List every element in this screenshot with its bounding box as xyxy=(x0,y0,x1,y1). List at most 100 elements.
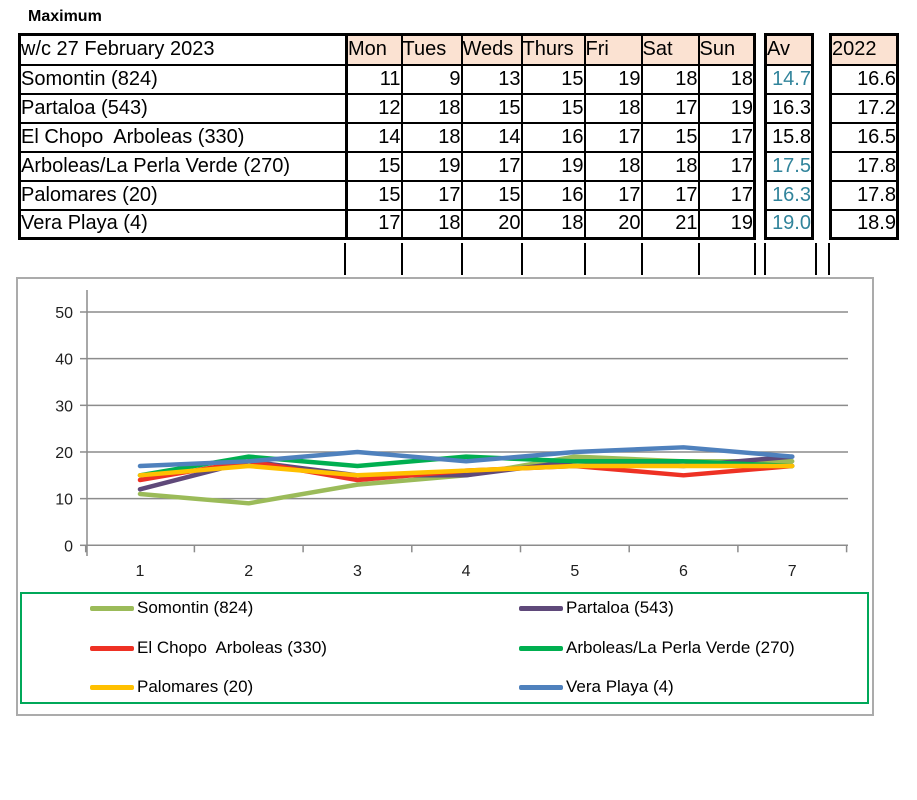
day-header-weds[interactable]: Weds xyxy=(460,33,523,66)
value-cell[interactable]: 18 xyxy=(640,63,700,95)
value-cell[interactable]: 13 xyxy=(460,63,523,95)
day-header-sun[interactable]: Sun xyxy=(697,33,756,66)
average-header[interactable]: Av xyxy=(764,33,814,66)
legend-line-swatch-arboleas-perla xyxy=(519,645,563,651)
day-header-fri[interactable]: Fri xyxy=(583,33,643,66)
value-cell[interactable]: 18 xyxy=(400,208,463,240)
year-2022-header[interactable]: 2022 xyxy=(829,33,899,66)
value-cell[interactable]: 14 xyxy=(460,121,523,153)
location-cell[interactable]: Partaloa (543) xyxy=(18,92,348,124)
value-cell[interactable]: 15 xyxy=(345,150,403,182)
value-cell[interactable]: 18 xyxy=(520,208,586,240)
value-cell[interactable]: 17 xyxy=(583,179,643,211)
value-cell[interactable]: 17 xyxy=(697,179,756,211)
chart-plot-area: 0 10 20 30 40 50 1 2 3 4 5 6 7 xyxy=(55,290,848,580)
chart-legend: Somontin (824) Partaloa (543) El Chopo Arb… xyxy=(20,592,869,704)
location-cell[interactable]: Arboleas/La Perla Verde (270) xyxy=(18,150,348,182)
y-tick-label: 40 xyxy=(55,352,73,369)
average-cell[interactable]: 16.3 xyxy=(764,92,814,124)
legend-label: Somontin (824) xyxy=(137,598,254,617)
value-cell[interactable]: 21 xyxy=(640,208,700,240)
legend-item-vera-playa: Vera Playa (4) xyxy=(519,675,674,699)
year-value-cell[interactable]: 16.6 xyxy=(829,63,899,95)
average-cell[interactable]: 14.7 xyxy=(764,63,814,95)
grid-stub xyxy=(754,243,756,275)
value-cell[interactable]: 18 xyxy=(583,92,643,124)
value-cell[interactable]: 9 xyxy=(400,63,463,95)
legend-label: El Chopo Arboleas (330) xyxy=(137,638,327,657)
grid-stub xyxy=(401,243,403,275)
value-cell[interactable]: 15 xyxy=(460,179,523,211)
value-cell[interactable]: 19 xyxy=(697,208,756,240)
y-tick-label: 50 xyxy=(55,305,73,322)
x-tick-label: 7 xyxy=(788,563,797,580)
value-cell[interactable]: 15 xyxy=(460,92,523,124)
value-cell[interactable]: 17 xyxy=(640,179,700,211)
day-header-thurs[interactable]: Thurs xyxy=(520,33,586,66)
legend-line-swatch-somontin xyxy=(90,605,134,611)
value-cell[interactable]: 15 xyxy=(640,121,700,153)
x-tick-label: 1 xyxy=(136,563,145,580)
grid-stub xyxy=(461,243,463,275)
value-cell[interactable]: 14 xyxy=(345,121,403,153)
location-cell[interactable]: El Chopo Arboleas (330) xyxy=(18,121,348,153)
location-cell[interactable]: Somontin (824) xyxy=(18,63,348,95)
value-cell[interactable]: 17 xyxy=(697,150,756,182)
value-cell[interactable]: 16 xyxy=(520,121,586,153)
series-line-arboleas-perla xyxy=(137,454,795,478)
day-header-tues[interactable]: Tues xyxy=(400,33,463,66)
legend-item-arboleas-perla: Arboleas/La Perla Verde (270) xyxy=(519,636,795,660)
value-cell[interactable]: 19 xyxy=(697,92,756,124)
average-cell[interactable]: 15.8 xyxy=(764,121,814,153)
value-cell[interactable]: 20 xyxy=(460,208,523,240)
value-cell[interactable]: 18 xyxy=(697,63,756,95)
value-cell[interactable]: 17 xyxy=(583,121,643,153)
value-cell[interactable]: 15 xyxy=(520,92,586,124)
sheet-title: Maximum xyxy=(28,8,102,25)
year-value-cell[interactable]: 17.2 xyxy=(829,92,899,124)
value-cell[interactable]: 17 xyxy=(697,121,756,153)
average-table: Av 14.7 16.3 15.8 17.5 16.3 19.0 xyxy=(764,33,814,240)
legend-label: Partaloa (543) xyxy=(566,598,674,617)
average-cell[interactable]: 19.0 xyxy=(764,208,814,240)
day-header-sat[interactable]: Sat xyxy=(640,33,700,66)
grid-stub xyxy=(584,243,586,275)
value-cell[interactable]: 12 xyxy=(345,92,403,124)
year-2022-table: 2022 16.6 17.2 16.5 17.8 17.8 18.9 xyxy=(829,33,899,240)
temperature-line-chart[interactable]: 0 10 20 30 40 50 1 2 3 4 5 6 7 Somontin (824) Partalo… xyxy=(16,277,874,716)
value-cell[interactable]: 19 xyxy=(520,150,586,182)
value-cell[interactable]: 16 xyxy=(520,179,586,211)
value-cell[interactable]: 17 xyxy=(400,179,463,211)
year-value-cell[interactable]: 18.9 xyxy=(829,208,899,240)
value-cell[interactable]: 18 xyxy=(400,121,463,153)
value-cell[interactable]: 17 xyxy=(460,150,523,182)
value-cell[interactable]: 17 xyxy=(345,208,403,240)
legend-item-palomares: Palomares (20) xyxy=(90,675,253,699)
value-cell[interactable]: 18 xyxy=(640,150,700,182)
value-cell[interactable]: 19 xyxy=(400,150,463,182)
value-cell[interactable]: 17 xyxy=(640,92,700,124)
year-value-cell[interactable]: 16.5 xyxy=(829,121,899,153)
value-cell[interactable]: 18 xyxy=(400,92,463,124)
week-label-cell[interactable]: w/c 27 February 2023 xyxy=(18,33,348,66)
year-value-cell[interactable]: 17.8 xyxy=(829,179,899,211)
average-cell[interactable]: 17.5 xyxy=(764,150,814,182)
value-cell[interactable]: 11 xyxy=(345,63,403,95)
location-cell[interactable]: Vera Playa (4) xyxy=(18,208,348,240)
x-tick-label: 3 xyxy=(353,563,362,580)
location-cell[interactable]: Palomares (20) xyxy=(18,179,348,211)
legend-label: Vera Playa (4) xyxy=(566,677,674,696)
legend-label: Arboleas/La Perla Verde (270) xyxy=(566,638,795,657)
value-cell[interactable]: 19 xyxy=(583,63,643,95)
series-line-palomares xyxy=(137,463,795,478)
year-value-cell[interactable]: 17.8 xyxy=(829,150,899,182)
value-cell[interactable]: 20 xyxy=(583,208,643,240)
value-cell[interactable]: 15 xyxy=(520,63,586,95)
day-header-mon[interactable]: Mon xyxy=(345,33,403,66)
average-cell[interactable]: 16.3 xyxy=(764,179,814,211)
x-tick-label: 5 xyxy=(570,563,579,580)
value-cell[interactable]: 15 xyxy=(345,179,403,211)
legend-line-swatch-vera-playa xyxy=(519,684,563,690)
value-cell[interactable]: 18 xyxy=(583,150,643,182)
